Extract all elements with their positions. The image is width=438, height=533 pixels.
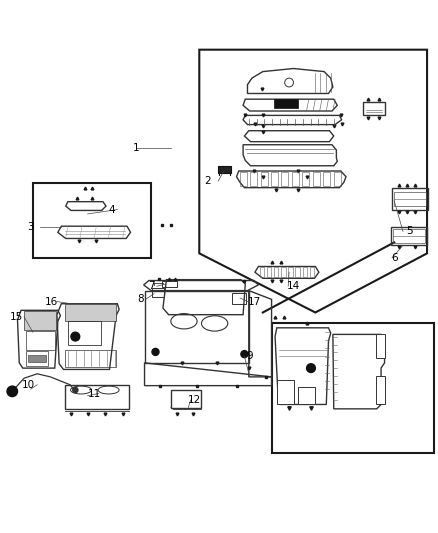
Circle shape	[152, 349, 159, 356]
Text: 5: 5	[406, 227, 413, 237]
Text: 8: 8	[137, 294, 144, 304]
Text: 12: 12	[188, 395, 201, 405]
Circle shape	[73, 387, 78, 393]
Circle shape	[71, 332, 80, 341]
Polygon shape	[65, 304, 116, 321]
Text: 15: 15	[10, 312, 23, 322]
Circle shape	[7, 386, 18, 397]
Polygon shape	[24, 311, 56, 330]
Text: 3: 3	[27, 222, 34, 232]
Text: 7: 7	[148, 281, 155, 291]
Polygon shape	[28, 355, 46, 362]
Text: 14: 14	[287, 281, 300, 291]
Text: 4: 4	[108, 205, 115, 215]
Text: 2: 2	[205, 176, 212, 186]
Polygon shape	[218, 166, 231, 173]
Text: 11: 11	[88, 389, 101, 399]
Polygon shape	[376, 376, 385, 405]
Polygon shape	[298, 387, 315, 405]
Text: 9: 9	[246, 351, 253, 361]
Text: 6: 6	[391, 253, 398, 263]
Text: 16: 16	[45, 296, 58, 306]
Text: 1: 1	[132, 143, 139, 154]
Circle shape	[307, 364, 315, 373]
Text: 10: 10	[22, 379, 35, 390]
Polygon shape	[376, 334, 385, 359]
Polygon shape	[277, 381, 294, 405]
Text: 17: 17	[247, 297, 261, 308]
Polygon shape	[274, 99, 298, 108]
Circle shape	[241, 351, 248, 358]
